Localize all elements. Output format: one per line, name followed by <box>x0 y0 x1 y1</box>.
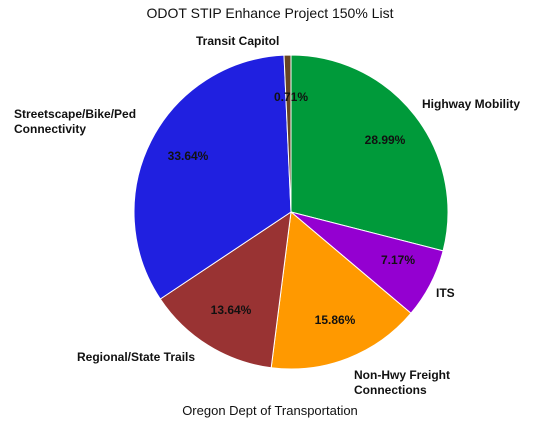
slice-category-label-line: Regional/State Trails <box>77 350 195 364</box>
pie-slice <box>270 211 412 370</box>
pie-slice <box>283 54 292 213</box>
slice-percent-label: 33.64% <box>168 149 209 163</box>
chart-title: ODOT STIP Enhance Project 150% List <box>146 5 394 21</box>
pie-slice <box>133 54 292 300</box>
slice-percent-label: 0.71% <box>274 90 308 104</box>
slice-category-label-line: Connectivity <box>14 122 86 136</box>
slice-percent-label: 28.99% <box>365 133 406 147</box>
pie-slice <box>290 54 449 252</box>
slice-category-label: Regional/State Trails <box>77 350 195 364</box>
slice-category-label: Transit Capitol <box>196 34 279 48</box>
slice-category-label: Non-Hwy Freight Connections <box>354 368 450 397</box>
pie-slice <box>159 210 292 369</box>
slice-category-label: Highway Mobility <box>422 97 520 111</box>
slice-category-label-line: ITS <box>436 286 455 300</box>
chart-footer: Oregon Dept of Transportation <box>182 403 358 418</box>
slice-percent-label: 7.17% <box>381 253 415 267</box>
slice-percent-label: 13.64% <box>211 303 252 317</box>
slice-category-label-line: Transit Capitol <box>196 34 279 48</box>
slice-category-label-line: Streetscape/Bike/Ped <box>14 107 136 121</box>
slice-category-label: ITS <box>436 286 455 300</box>
slice-category-label: Streetscape/Bike/Ped Connectivity <box>14 107 136 136</box>
slice-category-label-line: Highway Mobility <box>422 97 520 111</box>
slice-percent-label: 15.86% <box>315 313 356 327</box>
slice-category-label-line: Non-Hwy Freight <box>354 368 450 382</box>
slice-category-label-line: Connections <box>354 383 427 397</box>
